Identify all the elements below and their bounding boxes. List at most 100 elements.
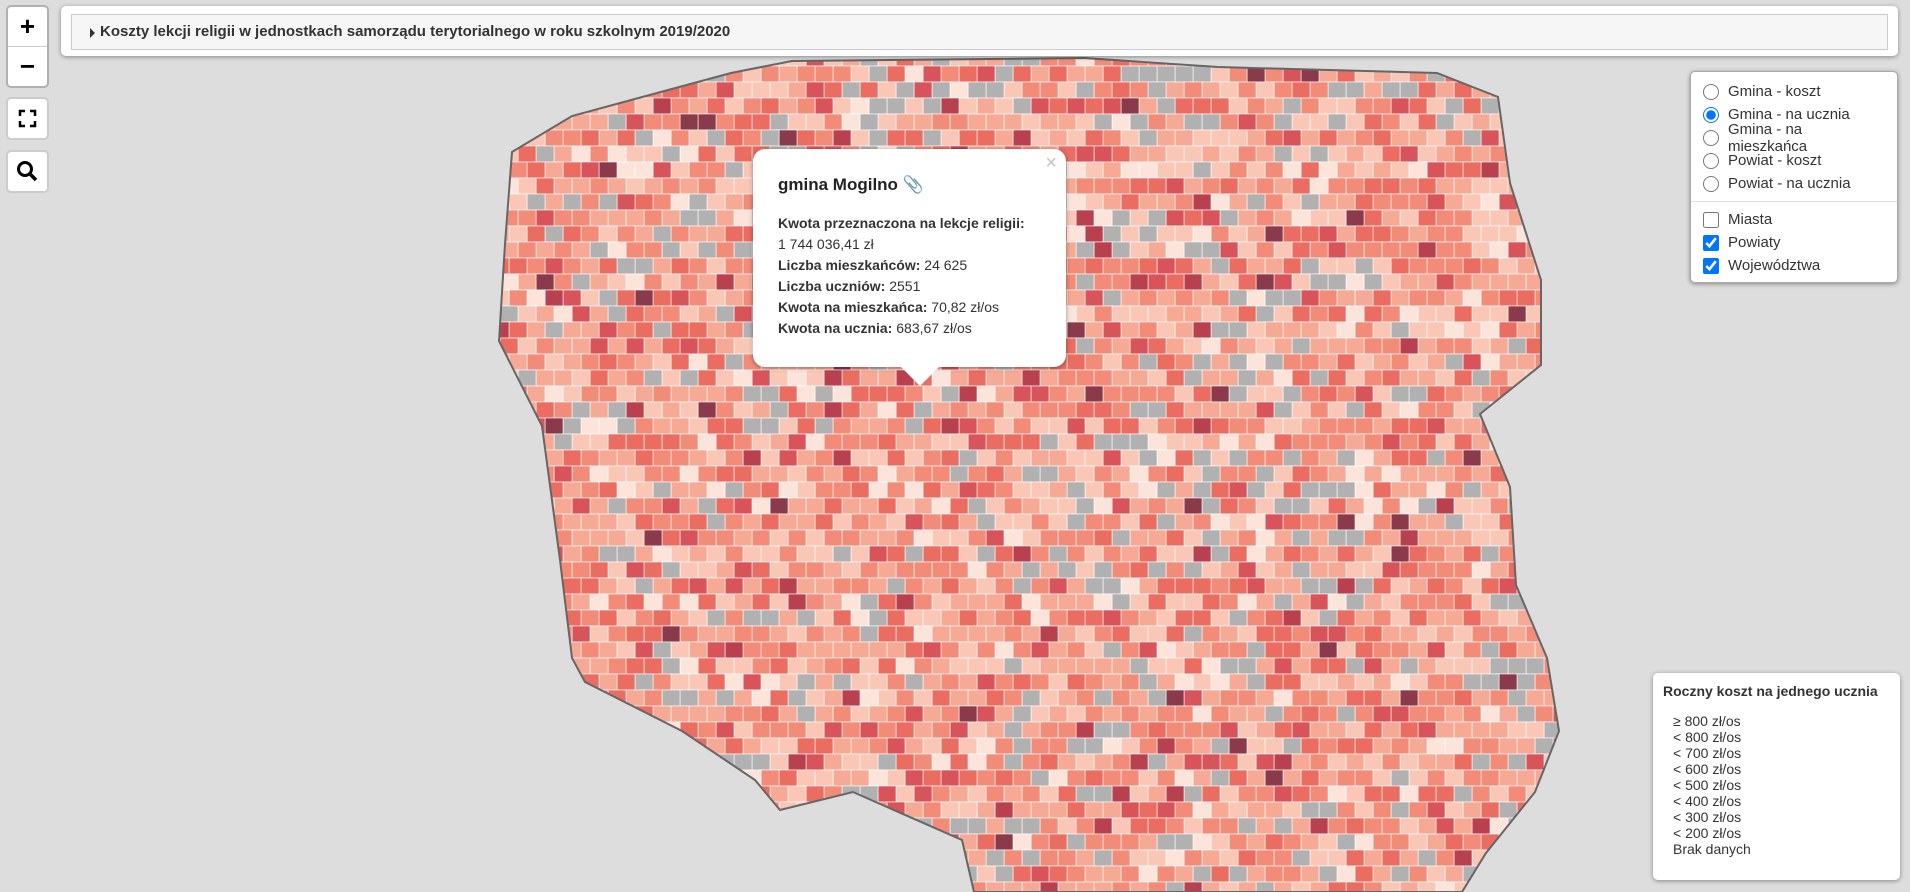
municipality[interactable]	[491, 641, 510, 659]
municipality[interactable]	[733, 625, 753, 643]
municipality[interactable]	[1147, 657, 1167, 675]
municipality[interactable]	[832, 385, 852, 403]
municipality[interactable]	[697, 529, 717, 547]
municipality[interactable]	[787, 561, 807, 579]
municipality[interactable]	[778, 673, 798, 691]
municipality[interactable]	[589, 881, 609, 892]
municipality[interactable]	[1345, 849, 1365, 867]
municipality[interactable]	[1228, 769, 1248, 787]
municipality[interactable]	[976, 545, 996, 563]
municipality[interactable]	[589, 305, 609, 323]
municipality[interactable]	[670, 97, 690, 115]
municipality[interactable]	[967, 497, 987, 515]
municipality[interactable]	[1444, 641, 1464, 659]
municipality[interactable]	[625, 817, 645, 835]
municipality[interactable]	[1462, 289, 1482, 307]
municipality[interactable]	[733, 849, 753, 867]
municipality[interactable]	[1562, 594, 1580, 610]
municipality[interactable]	[1129, 401, 1149, 419]
municipality[interactable]	[553, 81, 573, 99]
municipality[interactable]	[1426, 193, 1446, 211]
municipality[interactable]	[553, 337, 573, 355]
municipality[interactable]	[1039, 433, 1059, 451]
municipality[interactable]	[1399, 465, 1419, 483]
municipality[interactable]	[679, 209, 699, 227]
municipality[interactable]	[895, 753, 915, 771]
municipality[interactable]	[1048, 833, 1068, 851]
municipality[interactable]	[1075, 497, 1095, 515]
municipality[interactable]	[1255, 81, 1275, 99]
municipality[interactable]	[625, 849, 645, 867]
municipality[interactable]	[715, 81, 735, 99]
municipality[interactable]	[1246, 641, 1266, 659]
municipality[interactable]	[688, 481, 708, 499]
municipality[interactable]	[1336, 65, 1356, 83]
municipality[interactable]	[491, 97, 510, 115]
municipality[interactable]	[589, 241, 609, 259]
municipality[interactable]	[499, 241, 519, 259]
municipality[interactable]	[1210, 225, 1230, 243]
municipality[interactable]	[985, 401, 1005, 419]
municipality[interactable]	[1075, 785, 1095, 803]
municipality[interactable]	[1336, 513, 1356, 531]
municipality[interactable]	[598, 417, 618, 435]
municipality[interactable]	[1471, 241, 1491, 259]
municipality[interactable]	[1435, 753, 1455, 771]
municipality[interactable]	[922, 513, 942, 531]
municipality[interactable]	[1129, 305, 1149, 323]
municipality[interactable]	[859, 465, 879, 483]
municipality[interactable]	[508, 257, 528, 275]
municipality[interactable]	[1435, 305, 1455, 323]
municipality[interactable]	[580, 193, 600, 211]
municipality[interactable]	[679, 145, 699, 163]
municipality[interactable]	[634, 161, 654, 179]
municipality[interactable]	[1174, 801, 1194, 819]
municipality[interactable]	[940, 481, 960, 499]
municipality[interactable]	[1309, 657, 1329, 675]
municipality[interactable]	[832, 769, 852, 787]
municipality[interactable]	[1174, 865, 1194, 883]
municipality[interactable]	[1192, 481, 1212, 499]
municipality[interactable]	[760, 865, 780, 883]
municipality[interactable]	[913, 689, 933, 707]
municipality[interactable]	[1093, 721, 1113, 739]
municipality[interactable]	[841, 497, 861, 515]
municipality[interactable]	[1102, 353, 1122, 371]
municipality[interactable]	[1336, 417, 1356, 435]
municipality[interactable]	[868, 129, 888, 147]
municipality[interactable]	[697, 209, 717, 227]
municipality[interactable]	[823, 529, 843, 547]
municipality[interactable]	[1489, 273, 1509, 291]
municipality[interactable]	[1048, 737, 1068, 755]
municipality[interactable]	[1318, 353, 1338, 371]
municipality[interactable]	[1444, 385, 1464, 403]
municipality[interactable]	[643, 625, 663, 643]
municipality[interactable]	[778, 865, 798, 883]
municipality[interactable]	[535, 753, 555, 771]
municipality[interactable]	[1489, 625, 1509, 643]
municipality[interactable]	[1435, 401, 1455, 419]
municipality[interactable]	[661, 369, 681, 387]
municipality[interactable]	[1210, 65, 1230, 83]
municipality[interactable]	[724, 289, 744, 307]
municipality[interactable]	[1057, 369, 1077, 387]
municipality[interactable]	[491, 65, 510, 83]
municipality[interactable]	[1228, 97, 1248, 115]
municipality[interactable]	[1111, 145, 1131, 163]
municipality[interactable]	[697, 177, 717, 195]
municipality[interactable]	[1219, 273, 1239, 291]
municipality[interactable]	[715, 497, 735, 515]
municipality[interactable]	[688, 673, 708, 691]
municipality[interactable]	[1562, 210, 1580, 226]
municipality[interactable]	[904, 641, 924, 659]
municipality[interactable]	[1507, 529, 1527, 547]
municipality[interactable]	[1120, 289, 1140, 307]
municipality[interactable]	[877, 369, 897, 387]
municipality[interactable]	[1345, 785, 1365, 803]
municipality[interactable]	[967, 401, 987, 419]
municipality[interactable]	[877, 561, 897, 579]
municipality[interactable]	[1417, 785, 1437, 803]
municipality[interactable]	[1390, 705, 1410, 723]
municipality[interactable]	[715, 337, 735, 355]
municipality[interactable]	[1147, 273, 1167, 291]
